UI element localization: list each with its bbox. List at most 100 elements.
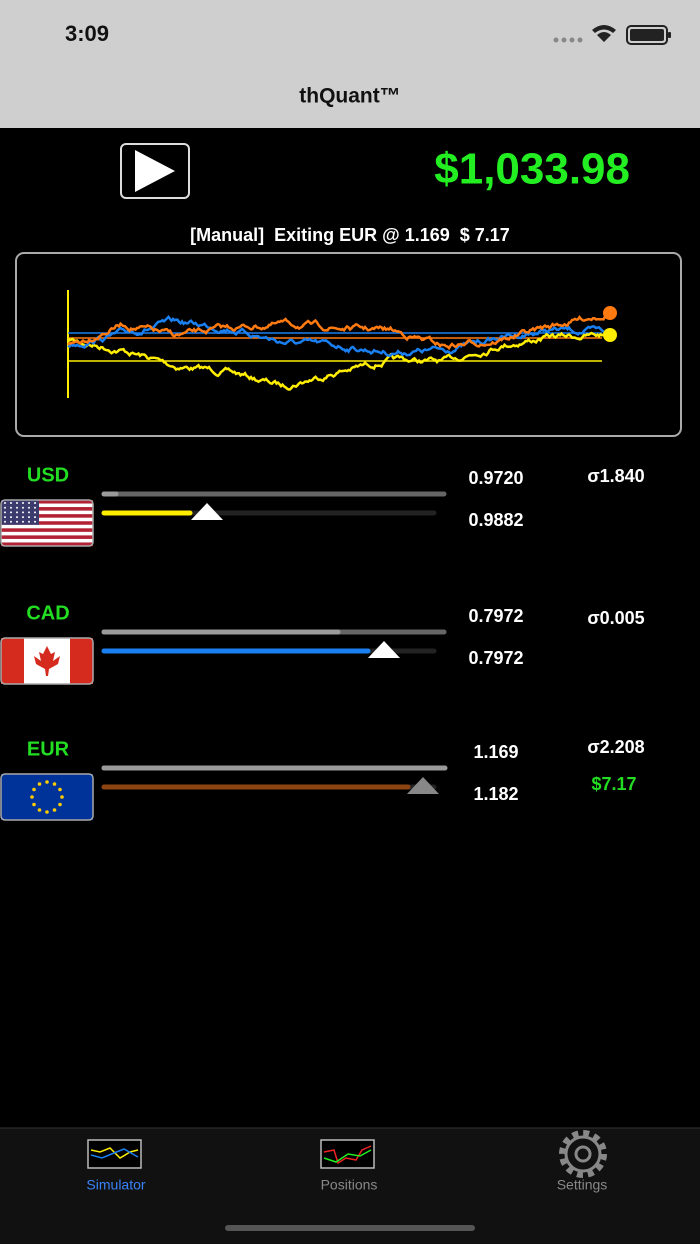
- rate-current: 0.9720: [468, 468, 523, 488]
- end-dot: [603, 306, 617, 320]
- slider-thumb: [407, 777, 439, 794]
- flag-star: [28, 506, 30, 509]
- end-dot: [603, 328, 617, 342]
- home-indicator: [225, 1225, 475, 1231]
- flag-star: [16, 506, 18, 509]
- flag-stripe: [1, 538, 93, 543]
- flag-star: [4, 506, 6, 509]
- flag-bar: [1, 638, 24, 684]
- flag-star: [34, 502, 36, 504]
- flag-star: [4, 516, 6, 519]
- flag-stripe: [1, 531, 93, 536]
- tab-settings[interactable]: Settings: [557, 1130, 608, 1193]
- rate-current: 1.169: [473, 742, 518, 762]
- slider-thumb: [191, 503, 223, 520]
- flag-star: [10, 511, 12, 514]
- flag-star: [52, 782, 57, 786]
- flag-stripe: [1, 542, 93, 547]
- play-button[interactable]: [120, 143, 190, 199]
- flag-border: [0, 773, 94, 821]
- status-time: 3:09: [65, 21, 109, 46]
- status-icons: [553, 25, 671, 45]
- flag-stripe: [1, 535, 93, 540]
- flag-canton: [1, 500, 39, 525]
- flag-star: [34, 520, 36, 523]
- flag-star: [10, 516, 12, 519]
- flag: [0, 773, 94, 821]
- flag-star: [34, 506, 36, 509]
- flag-star: [32, 802, 36, 807]
- currency-code: EUR: [27, 738, 70, 760]
- flag-leaf: [34, 646, 60, 676]
- flag-star: [22, 520, 24, 523]
- flag-stripe: [1, 528, 93, 533]
- flag-star: [60, 795, 64, 799]
- profit: $7.17: [591, 774, 636, 794]
- flag: [0, 637, 94, 685]
- tab-positions[interactable]: Positions: [320, 1139, 378, 1193]
- currency-code: CAD: [26, 602, 69, 624]
- flag-star: [37, 808, 42, 812]
- flag-stripe: [1, 524, 93, 529]
- flag-stripe: [1, 510, 93, 515]
- flag-star: [58, 787, 62, 792]
- flag-border: [0, 637, 94, 685]
- position-slider[interactable]: [101, 503, 437, 520]
- nav-title: thQuant™: [299, 85, 400, 108]
- flag-star: [10, 506, 12, 509]
- rate-entry: 1.182: [473, 784, 518, 804]
- currency-code: USD: [27, 464, 69, 486]
- rate-current: 0.7972: [468, 606, 523, 626]
- price-line: [66, 331, 606, 391]
- position-slider[interactable]: [101, 641, 437, 658]
- flag-star: [30, 795, 34, 799]
- currency-row: USD 0.9720 0.9882 σ1.840: [0, 464, 645, 547]
- flag-star: [16, 516, 18, 519]
- balance: $1,033.98: [434, 145, 630, 194]
- flag-star: [45, 810, 49, 814]
- tab-label: Simulator: [86, 1177, 145, 1193]
- flag-star: [28, 520, 30, 523]
- flag-star: [34, 516, 36, 519]
- status-message: [Manual] Exiting EUR @ 1.169 $ 7.17: [190, 225, 510, 245]
- flag-star: [22, 511, 24, 514]
- flag-star: [32, 787, 36, 792]
- flag-star: [16, 511, 18, 514]
- rate-entry: 0.9882: [468, 510, 523, 530]
- flag-stripe: [1, 503, 93, 508]
- price-line: [67, 315, 607, 351]
- flag-stripe: [1, 507, 93, 511]
- flag-star: [16, 502, 18, 504]
- currency-rows: USD 0.9720 0.9882 σ1.840 CAD 0.7972 0.7972 σ0.0…: [0, 464, 645, 821]
- position-slider[interactable]: [101, 777, 439, 794]
- price-chart: [15, 252, 682, 437]
- flag-star: [10, 520, 12, 523]
- flag: [0, 499, 94, 547]
- flag-star: [45, 780, 49, 784]
- currency-row: CAD 0.7972 0.7972 σ0.005: [0, 602, 645, 685]
- flag-stripe: [1, 514, 93, 518]
- flag-star: [28, 516, 30, 519]
- flag-star: [16, 520, 18, 523]
- rate-entry: 0.7972: [468, 648, 523, 668]
- top-bar: [0, 0, 700, 128]
- flag-star: [22, 516, 24, 519]
- volatility: σ0.005: [587, 608, 644, 628]
- flag-star: [4, 511, 6, 514]
- tab-simulator[interactable]: Simulator: [86, 1139, 146, 1193]
- flag-star: [22, 506, 24, 509]
- flag-star: [22, 502, 24, 504]
- volatility: σ1.840: [587, 466, 644, 486]
- tab-label: Settings: [557, 1177, 608, 1193]
- flag-star: [10, 502, 12, 504]
- slider-thumb: [368, 641, 400, 658]
- flag-star: [28, 511, 30, 514]
- flag-stripe: [1, 517, 93, 522]
- volatility: σ2.208: [587, 737, 644, 757]
- flag-border: [0, 499, 94, 547]
- flag-star: [58, 802, 62, 807]
- flag-stripe: [1, 521, 93, 526]
- currency-row: EUR 1.169 1.182 σ2.208 $7.17: [0, 737, 645, 821]
